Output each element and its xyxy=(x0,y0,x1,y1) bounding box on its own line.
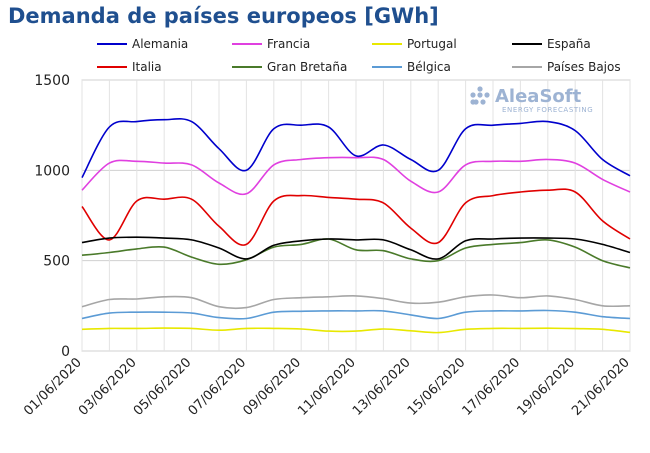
series-line-italia xyxy=(81,188,631,246)
series-line-belgica xyxy=(81,309,631,320)
series-line-francia xyxy=(81,156,631,196)
x-tick-label: 03/06/2020 xyxy=(76,355,140,419)
series-line-alemania xyxy=(81,118,631,178)
logo-dot xyxy=(470,99,476,105)
series-line-paises-bajos xyxy=(81,294,631,310)
x-tick-label: 09/06/2020 xyxy=(240,355,304,419)
legend-label-francia: Francia xyxy=(267,37,310,51)
legend-label-belgica: Bélgica xyxy=(407,60,451,74)
x-tick-label: 17/06/2020 xyxy=(460,355,524,419)
logo-dot xyxy=(480,99,486,105)
x-tick-label: 13/06/2020 xyxy=(350,355,414,419)
logo-dot xyxy=(477,92,483,98)
series-line-espana xyxy=(81,236,631,260)
legend-label-gran-bretana: Gran Bretaña xyxy=(267,60,347,74)
x-tick-label: 01/06/2020 xyxy=(21,355,85,419)
y-tick-label: 1500 xyxy=(34,73,70,89)
logo-dot xyxy=(470,92,476,98)
series-line-gran-bretana xyxy=(81,238,631,269)
x-tick-label: 21/06/2020 xyxy=(569,355,633,419)
x-tick-label: 11/06/2020 xyxy=(295,355,359,419)
legend-label-italia: Italia xyxy=(132,60,162,74)
x-tick-label: 05/06/2020 xyxy=(131,355,195,419)
y-tick-label: 0 xyxy=(61,344,70,360)
logo-dot xyxy=(477,86,483,92)
logo-brand: AleaSoft xyxy=(495,86,582,107)
logo-dot xyxy=(484,92,490,98)
legend-label-alemania: Alemania xyxy=(132,37,188,51)
series-line-portugal xyxy=(81,327,631,334)
x-tick-label: 19/06/2020 xyxy=(514,355,578,419)
legend-label-espana: España xyxy=(547,37,591,51)
legend-label-paises-bajos: Países Bajos xyxy=(547,60,621,74)
y-tick-label: 1000 xyxy=(34,163,70,179)
logo-tagline: ENERGY FORECASTING xyxy=(502,106,593,114)
x-tick-label: 07/06/2020 xyxy=(186,355,250,419)
chart-title: Demanda de países europeos [GWh] xyxy=(8,4,439,28)
y-tick-label: 500 xyxy=(43,254,70,270)
x-tick-label: 15/06/2020 xyxy=(405,355,469,419)
legend-label-portugal: Portugal xyxy=(407,37,457,51)
